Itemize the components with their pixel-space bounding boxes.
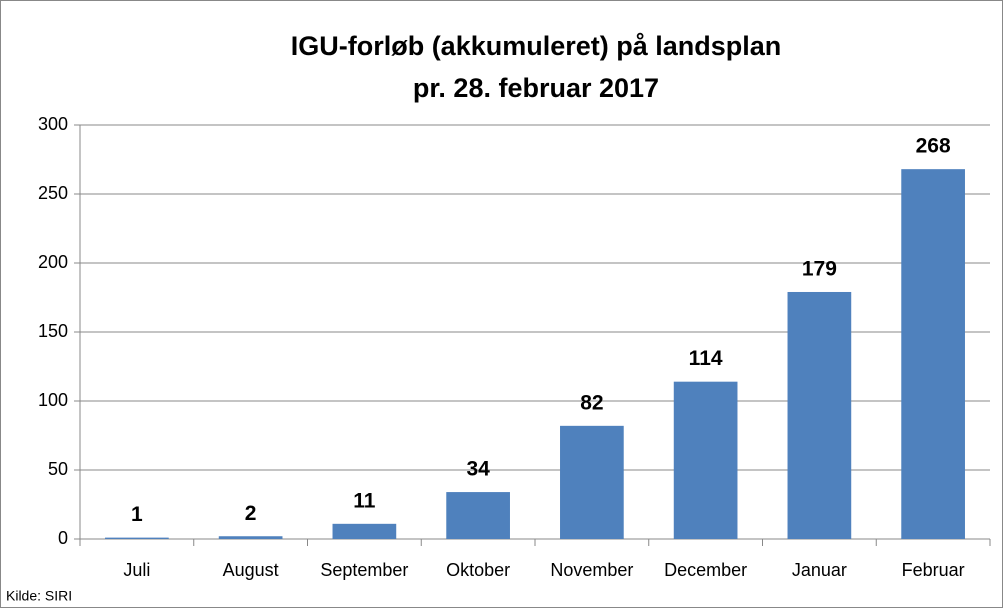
x-tick-label: August	[223, 560, 279, 580]
y-tick-label: 300	[38, 114, 68, 134]
y-tick-label: 0	[58, 528, 68, 548]
x-tick-label: Juli	[123, 560, 150, 580]
bar	[673, 381, 738, 539]
data-label: 114	[689, 347, 723, 370]
x-tick-label: November	[550, 560, 633, 580]
bar	[787, 291, 852, 539]
data-label: 1	[131, 503, 143, 526]
chart-subtitle: pr. 28. februar 2017	[413, 73, 659, 103]
y-tick-label: 150	[38, 321, 68, 341]
x-tick-label: Februar	[902, 560, 965, 580]
source-note: Kilde: SIRI	[6, 588, 72, 604]
bar	[218, 536, 283, 539]
data-label: 34	[466, 458, 490, 481]
y-tick-label: 50	[48, 459, 68, 479]
x-tick-label: September	[320, 560, 408, 580]
data-label: 2	[245, 502, 257, 525]
bar	[560, 425, 624, 539]
data-label: 268	[916, 135, 951, 158]
bar	[105, 537, 169, 539]
x-tick-label: Januar	[792, 560, 847, 580]
y-tick-label: 250	[38, 183, 68, 203]
bar	[901, 169, 965, 539]
y-tick-label: 200	[38, 252, 68, 272]
chart-title: IGU-forløb (akkumuleret) på landsplan	[291, 31, 782, 61]
bar	[446, 492, 510, 539]
data-label: 11	[353, 489, 376, 512]
y-tick-label: 100	[38, 390, 68, 410]
bar	[332, 523, 397, 539]
data-label: 179	[802, 258, 837, 281]
x-tick-label: December	[664, 560, 747, 580]
data-label: 82	[580, 391, 603, 414]
x-tick-label: Oktober	[446, 560, 510, 580]
